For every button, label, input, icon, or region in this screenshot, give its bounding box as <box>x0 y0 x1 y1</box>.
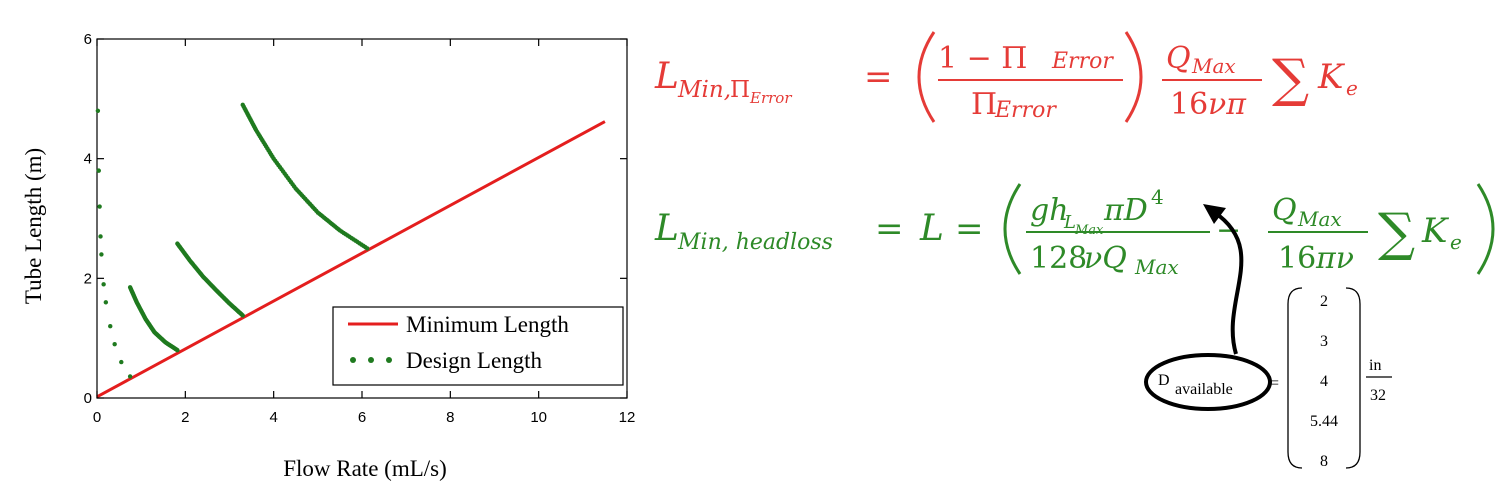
d-available-value: 5.44 <box>1310 413 1338 430</box>
svg-text:πν: πν <box>1315 241 1354 276</box>
series-line-minimum-length <box>96 120 606 399</box>
chart: 0 2 4 6 8 10 12 0 2 4 6 Flow Rate (mL/s) Tube Leng… <box>21 31 635 481</box>
legend-swatch-design-length <box>350 357 392 363</box>
svg-text:Error: Error <box>749 89 792 107</box>
y-tick-label: 0 <box>84 390 92 407</box>
svg-text:L: L <box>919 208 944 249</box>
unit-denominator: 32 <box>1370 387 1386 404</box>
svg-text:Π: Π <box>971 87 997 122</box>
svg-text:=: = <box>864 57 893 97</box>
data-point <box>98 234 103 239</box>
data-point <box>119 359 124 365</box>
d-available-value: 2 <box>1320 293 1328 310</box>
svg-text:=: = <box>1270 375 1279 392</box>
data-point <box>108 324 113 329</box>
equation-min-length-headloss: L Min, headloss = L = gh L Max πD 4 128 … <box>654 183 1495 279</box>
svg-text:L: L <box>654 208 679 249</box>
x-tick-label: 6 <box>358 409 366 426</box>
d-available-ellipse <box>1144 353 1272 411</box>
svg-text:νπ: νπ <box>1208 87 1247 122</box>
design-length-segment <box>127 285 180 353</box>
x-tick-label: 4 <box>269 409 277 426</box>
svg-text:Max: Max <box>1297 207 1342 231</box>
svg-text:128: 128 <box>1030 241 1087 276</box>
x-tick-label: 2 <box>181 409 189 426</box>
d-available-value: 3 <box>1320 333 1328 350</box>
d-available-value: 4 <box>1320 373 1328 390</box>
svg-text:Q: Q <box>1272 193 1297 228</box>
design-length-segment <box>240 102 370 251</box>
legend-label-design-length: Design Length <box>406 348 543 373</box>
svg-text:πD: πD <box>1103 193 1148 228</box>
svg-text:16: 16 <box>1278 241 1316 276</box>
annotation-arrow <box>1212 210 1244 355</box>
data-point <box>112 341 117 347</box>
svg-text:e: e <box>1450 230 1462 254</box>
d-available-values: 2 3 4 5.44 8 <box>1310 293 1338 470</box>
svg-text:Q: Q <box>1166 41 1191 76</box>
legend: Minimum Length Design Length <box>332 306 624 386</box>
x-tick-label: 0 <box>93 409 101 426</box>
design-length-segment <box>175 241 245 318</box>
svg-text:1 − Π: 1 − Π <box>938 41 1027 76</box>
svg-text:16: 16 <box>1170 87 1208 122</box>
svg-text:Max: Max <box>1134 255 1179 279</box>
data-point <box>99 252 104 257</box>
svg-text:L: L <box>654 56 679 97</box>
x-tick-label: 10 <box>530 409 547 426</box>
data-point <box>365 246 370 251</box>
legend-box <box>332 306 624 386</box>
svg-text:νQ: νQ <box>1084 241 1127 276</box>
svg-text:=: = <box>875 209 904 249</box>
d-available-value: 8 <box>1320 453 1328 470</box>
data-point <box>175 347 180 353</box>
svg-text:K: K <box>1421 211 1450 251</box>
y-tick-label: 2 <box>84 270 92 287</box>
data-point <box>96 168 101 173</box>
design-length-segment <box>95 108 133 379</box>
data-point <box>103 300 109 305</box>
legend-label-minimum-length: Minimum Length <box>406 312 569 337</box>
svg-text:L: L <box>1063 212 1076 233</box>
svg-text:=: = <box>955 209 984 249</box>
svg-text:gh: gh <box>1030 193 1069 228</box>
svg-text:∑: ∑ <box>1272 49 1309 109</box>
chart-marks <box>95 102 606 399</box>
d-available-matrix: D available = 2 3 4 5.44 8 in 32 <box>1144 204 1392 470</box>
y-tick-label: 6 <box>84 31 92 48</box>
x-tick-label: 8 <box>446 409 454 426</box>
data-point <box>240 313 245 318</box>
svg-text:Min, headloss: Min, headloss <box>677 230 833 255</box>
svg-text:Error: Error <box>994 98 1057 123</box>
data-point <box>95 108 101 114</box>
y-axis-label: Tube Length (m) <box>21 148 46 304</box>
svg-text:Π: Π <box>730 77 750 103</box>
d-available-subscript: available <box>1175 381 1233 398</box>
data-point <box>127 374 133 379</box>
svg-text:e: e <box>1346 76 1358 100</box>
svg-text:Max: Max <box>1191 54 1236 78</box>
svg-text:K: K <box>1317 57 1346 97</box>
svg-text:∑: ∑ <box>1378 203 1415 263</box>
svg-text:Max: Max <box>1074 223 1104 238</box>
data-point <box>101 282 106 287</box>
arrowhead-icon <box>1203 204 1226 224</box>
chart-ticks: 0 2 4 6 8 10 12 0 2 4 6 <box>84 31 636 426</box>
y-tick-label: 4 <box>84 151 92 168</box>
svg-text:Min,: Min, <box>677 77 731 103</box>
data-point <box>97 204 102 209</box>
x-tick-label: 12 <box>619 409 636 426</box>
equation-min-length-error: L Min, Π Error = 1 − Π Error Π Error Q M… <box>654 31 1358 123</box>
d-available-label: D <box>1158 372 1170 389</box>
svg-text:4: 4 <box>1151 185 1164 209</box>
svg-text:Error: Error <box>1051 49 1114 74</box>
x-axis-label: Flow Rate (mL/s) <box>283 456 447 481</box>
unit-numerator: in <box>1369 357 1381 374</box>
